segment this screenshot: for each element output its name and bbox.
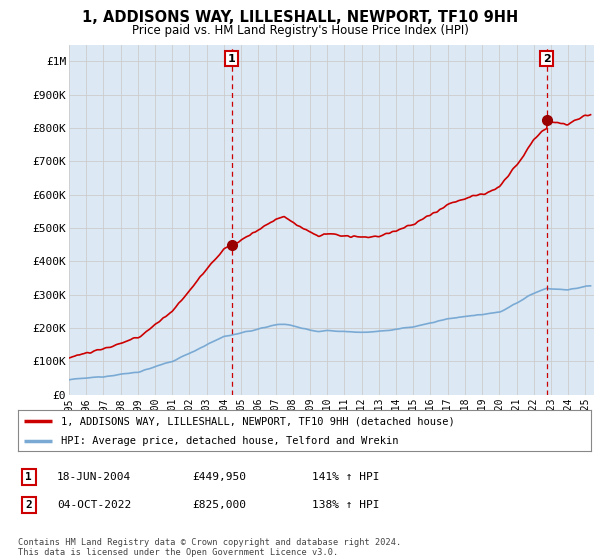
Text: 2: 2 — [543, 54, 551, 63]
Text: HPI: Average price, detached house, Telford and Wrekin: HPI: Average price, detached house, Telf… — [61, 436, 398, 446]
Text: 04-OCT-2022: 04-OCT-2022 — [57, 500, 131, 510]
Text: 141% ↑ HPI: 141% ↑ HPI — [312, 472, 380, 482]
Text: £825,000: £825,000 — [192, 500, 246, 510]
Text: 1: 1 — [228, 54, 236, 63]
Text: 18-JUN-2004: 18-JUN-2004 — [57, 472, 131, 482]
Text: 138% ↑ HPI: 138% ↑ HPI — [312, 500, 380, 510]
Text: 1, ADDISONS WAY, LILLESHALL, NEWPORT, TF10 9HH: 1, ADDISONS WAY, LILLESHALL, NEWPORT, TF… — [82, 10, 518, 25]
Text: 1, ADDISONS WAY, LILLESHALL, NEWPORT, TF10 9HH (detached house): 1, ADDISONS WAY, LILLESHALL, NEWPORT, TF… — [61, 417, 455, 426]
Text: Price paid vs. HM Land Registry's House Price Index (HPI): Price paid vs. HM Land Registry's House … — [131, 24, 469, 36]
Text: £449,950: £449,950 — [192, 472, 246, 482]
Text: Contains HM Land Registry data © Crown copyright and database right 2024.
This d: Contains HM Land Registry data © Crown c… — [18, 538, 401, 557]
Text: 2: 2 — [25, 500, 32, 510]
Text: 1: 1 — [25, 472, 32, 482]
